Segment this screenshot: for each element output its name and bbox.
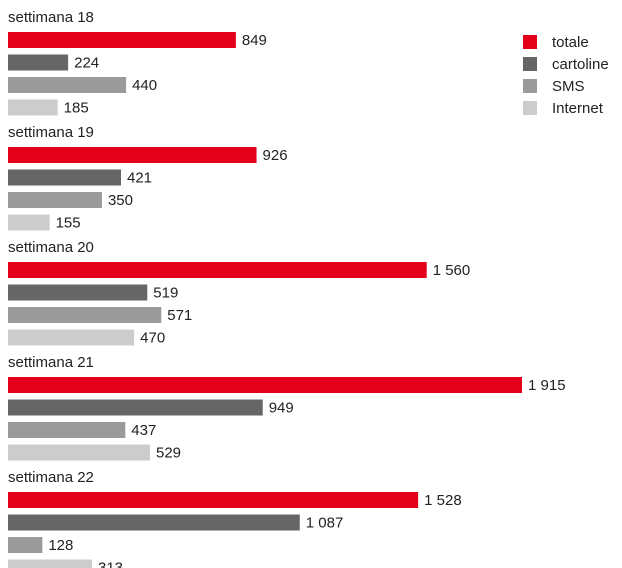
group-label: settimana 18: [8, 9, 94, 26]
bar: [8, 54, 69, 71]
value-label: 470: [140, 329, 165, 346]
bar: [8, 99, 58, 116]
bar: [8, 514, 300, 531]
value-label: 440: [132, 77, 157, 94]
value-label: 849: [242, 32, 267, 49]
bar: [8, 377, 522, 393]
bar: [8, 147, 257, 163]
legend-label: cartoline: [552, 56, 609, 73]
value-label: 1 087: [306, 514, 344, 531]
value-label: 128: [48, 537, 73, 554]
bar: [8, 284, 148, 301]
bar: [8, 329, 135, 346]
group-label: settimana 22: [8, 469, 94, 486]
group-label: settimana 21: [8, 354, 94, 371]
bar: [8, 492, 419, 508]
bar: [8, 307, 162, 323]
value-label: 1 915: [528, 377, 566, 394]
value-label: 1 528: [424, 492, 462, 509]
value-label: 926: [263, 147, 288, 164]
bar: [8, 444, 150, 461]
bar: [8, 559, 93, 568]
bar: [8, 399, 263, 416]
bar: [8, 214, 50, 231]
bar: [8, 169, 121, 186]
value-label: 529: [156, 444, 181, 461]
value-label: 224: [74, 54, 99, 71]
value-label: 1 560: [433, 262, 471, 279]
value-label: 571: [167, 307, 192, 324]
value-label: 185: [64, 99, 89, 116]
legend-swatch: [523, 57, 537, 71]
value-label: 949: [269, 399, 294, 416]
legend-swatch: [523, 101, 537, 115]
legend-swatch: [523, 79, 537, 93]
value-label: 155: [56, 214, 81, 231]
bar: [8, 192, 102, 208]
value-label: 313: [98, 559, 123, 568]
legend-label: SMS: [552, 78, 585, 95]
bar: [8, 537, 43, 553]
value-label: 437: [131, 422, 156, 439]
value-label: 519: [153, 284, 178, 301]
group-label: settimana 20: [8, 239, 94, 256]
bar: [8, 262, 427, 278]
legend-swatch: [523, 35, 537, 49]
group-label: settimana 19: [8, 124, 94, 141]
value-label: 421: [127, 169, 152, 186]
legend-label: totale: [552, 34, 589, 51]
bar: [8, 32, 236, 48]
legend-label: Internet: [552, 100, 604, 117]
bar: [8, 77, 127, 93]
value-label: 350: [108, 192, 133, 209]
bar: [8, 422, 126, 438]
